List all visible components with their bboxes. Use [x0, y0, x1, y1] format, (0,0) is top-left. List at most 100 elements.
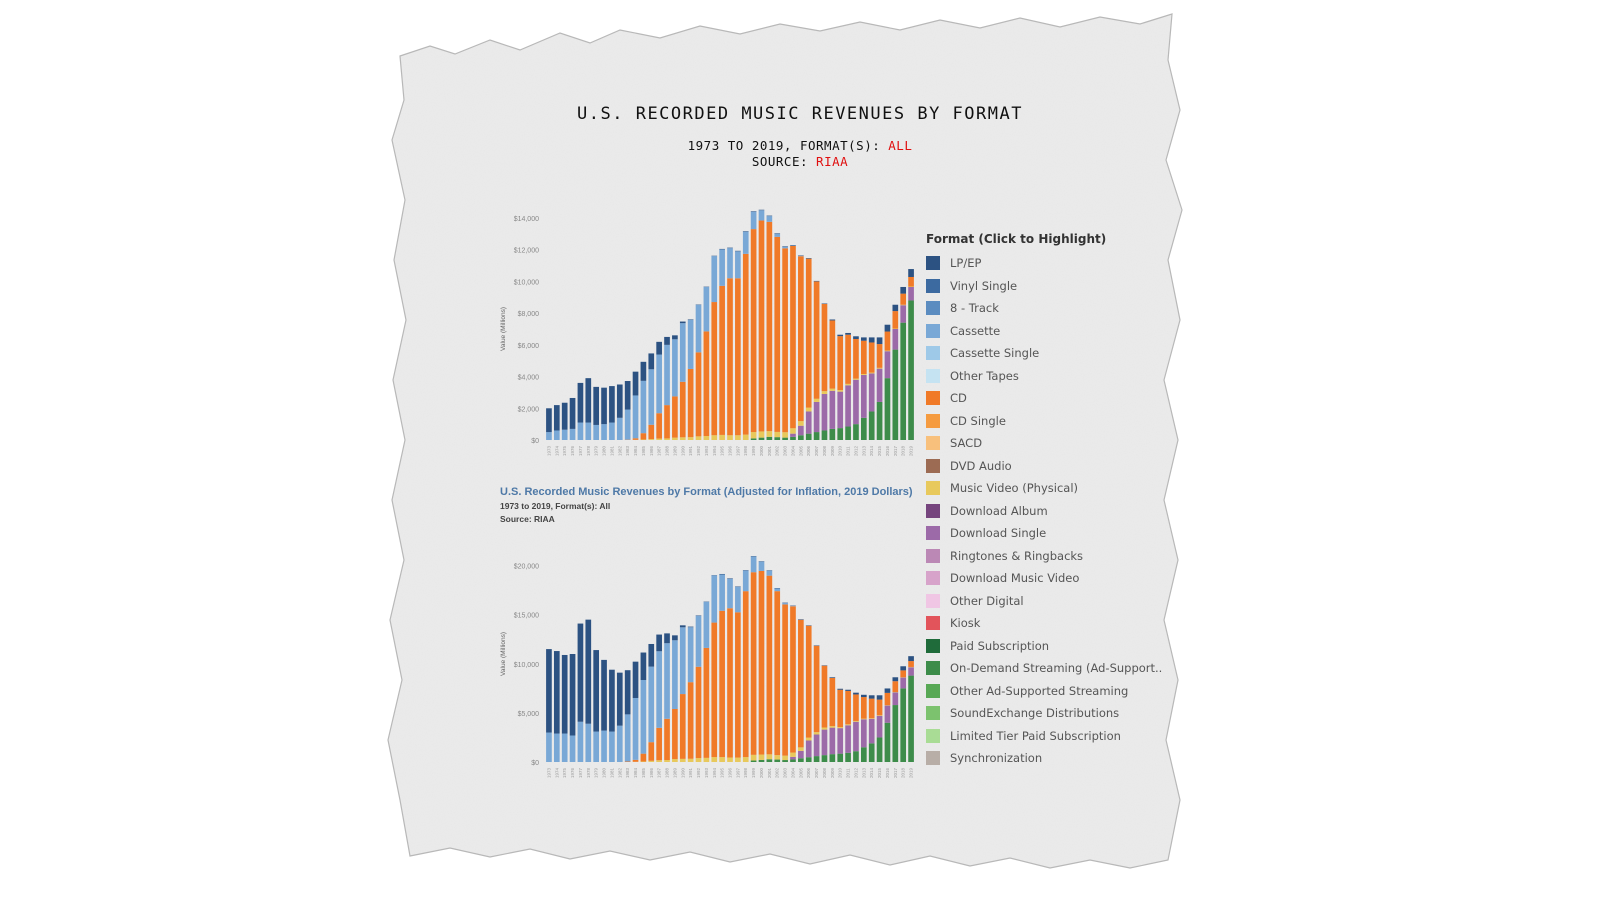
bar-cd[interactable] [813, 645, 820, 733]
bar-cd[interactable] [727, 278, 733, 436]
bar-downloads[interactable] [892, 692, 899, 706]
bar-cassette[interactable] [632, 395, 639, 439]
bar-vinyl[interactable] [892, 304, 899, 312]
legend-item[interactable]: Other Tapes [926, 365, 1162, 388]
bar-physical-other[interactable] [703, 436, 710, 440]
bar-physical-other[interactable] [782, 432, 788, 438]
bar-vinyl[interactable] [632, 661, 639, 698]
bar-physical-other[interactable] [758, 754, 765, 760]
bar-cassette[interactable] [703, 601, 710, 648]
bar-streaming[interactable] [861, 417, 867, 440]
bar-streaming[interactable] [908, 300, 914, 440]
bar-cassette[interactable] [624, 409, 631, 440]
bar-downloads[interactable] [829, 390, 836, 429]
bar-downloads[interactable] [821, 729, 828, 756]
bar-cd[interactable] [640, 433, 647, 440]
bar-vinyl[interactable] [868, 337, 875, 343]
bar-vinyl[interactable] [868, 695, 875, 699]
bar-cassette[interactable] [640, 380, 647, 434]
bar-physical-other[interactable] [884, 350, 891, 352]
bar-cassette[interactable] [616, 725, 623, 762]
bar-cd[interactable] [679, 694, 686, 759]
bar-vinyl[interactable] [569, 654, 576, 736]
bar-vinyl[interactable] [876, 695, 883, 700]
bar-streaming[interactable] [790, 759, 796, 762]
bar-downloads[interactable] [884, 705, 891, 723]
bar-cd[interactable] [664, 718, 670, 761]
bar-streaming[interactable] [853, 751, 859, 762]
bar-streaming[interactable] [774, 437, 781, 440]
bar-cd[interactable] [656, 413, 662, 439]
bar-vinyl[interactable] [908, 656, 914, 662]
bar-cassette[interactable] [758, 561, 765, 571]
bar-vinyl[interactable] [845, 332, 851, 335]
bar-vinyl[interactable] [585, 378, 592, 423]
bar-cd[interactable] [908, 661, 914, 667]
bar-cd[interactable] [837, 336, 844, 391]
bar-vinyl[interactable] [861, 337, 867, 341]
bar-streaming[interactable] [766, 436, 773, 440]
bar-streaming[interactable] [766, 759, 773, 762]
legend-item[interactable]: Kiosk [926, 612, 1162, 635]
bar-cd[interactable] [687, 682, 694, 759]
bar-physical-other[interactable] [821, 727, 828, 730]
bar-vinyl[interactable] [892, 677, 899, 682]
bar-physical-other[interactable] [829, 726, 836, 728]
bar-physical-other[interactable] [656, 760, 662, 762]
bar-streaming[interactable] [805, 433, 812, 440]
bar-cassette[interactable] [577, 422, 584, 440]
bar-vinyl[interactable] [679, 321, 686, 324]
bar-cd[interactable] [774, 236, 781, 432]
legend-item[interactable]: Synchronization [926, 747, 1162, 770]
bar-vinyl[interactable] [884, 324, 891, 332]
bar-cd[interactable] [735, 612, 741, 758]
bar-streaming[interactable] [845, 426, 851, 440]
bar-physical-other[interactable] [648, 760, 655, 762]
bar-cassette[interactable] [679, 323, 686, 382]
bar-streaming[interactable] [892, 349, 899, 440]
bar-vinyl[interactable] [672, 635, 678, 641]
bar-physical-other[interactable] [853, 720, 859, 722]
chart-2-plot[interactable]: $0 $5,000 $10,000 $15,000 $20,000 Value (Mill… [500, 556, 914, 778]
bar-streaming[interactable] [750, 438, 757, 440]
bar-physical-other[interactable] [735, 757, 741, 762]
bar-vinyl[interactable] [900, 666, 907, 671]
bar-cassette[interactable] [648, 666, 655, 743]
legend-item[interactable]: 8 - Track [926, 297, 1162, 320]
bar-streaming[interactable] [908, 675, 914, 762]
bar-physical-other[interactable] [876, 367, 883, 369]
bar-streaming[interactable] [892, 705, 899, 762]
bar-cd[interactable] [703, 647, 710, 758]
bar-cassette[interactable] [561, 429, 568, 440]
bar-cd[interactable] [790, 606, 796, 753]
bar-physical-other[interactable] [868, 718, 875, 719]
bar-cd[interactable] [774, 591, 781, 756]
bar-cd[interactable] [632, 438, 639, 440]
bar-cassette[interactable] [742, 231, 749, 254]
bar-cd[interactable] [876, 344, 883, 368]
bar-cassette[interactable] [585, 422, 592, 440]
bar-cassette[interactable] [585, 723, 592, 762]
bar-cd[interactable] [853, 338, 859, 379]
legend-item[interactable]: Limited Tier Paid Subscription [926, 725, 1162, 748]
bar-vinyl[interactable] [585, 619, 592, 724]
bar-physical-other[interactable] [837, 390, 844, 392]
bar-cassette[interactable] [750, 556, 757, 573]
chart-1-plot[interactable]: $0 $2,000 $4,000 $6,000 $8,000 $10,000 $12,000… [500, 209, 914, 456]
bar-cassette[interactable] [735, 251, 741, 279]
bar-streaming[interactable] [805, 757, 812, 762]
bar-streaming[interactable] [813, 756, 820, 762]
bar-cd[interactable] [900, 293, 907, 305]
bar-downloads[interactable] [884, 351, 891, 379]
bar-downloads[interactable] [876, 368, 883, 402]
bar-streaming[interactable] [853, 424, 859, 440]
bar-cassette[interactable] [640, 680, 647, 754]
bar-vinyl[interactable] [561, 402, 568, 430]
bar-cassette[interactable] [672, 640, 678, 709]
bar-downloads[interactable] [853, 379, 859, 425]
bar-cd[interactable] [908, 276, 914, 287]
bar-streaming[interactable] [876, 737, 883, 762]
bar-vinyl[interactable] [601, 659, 607, 731]
bar-cassette[interactable] [546, 732, 552, 762]
legend-item[interactable]: CD [926, 387, 1162, 410]
